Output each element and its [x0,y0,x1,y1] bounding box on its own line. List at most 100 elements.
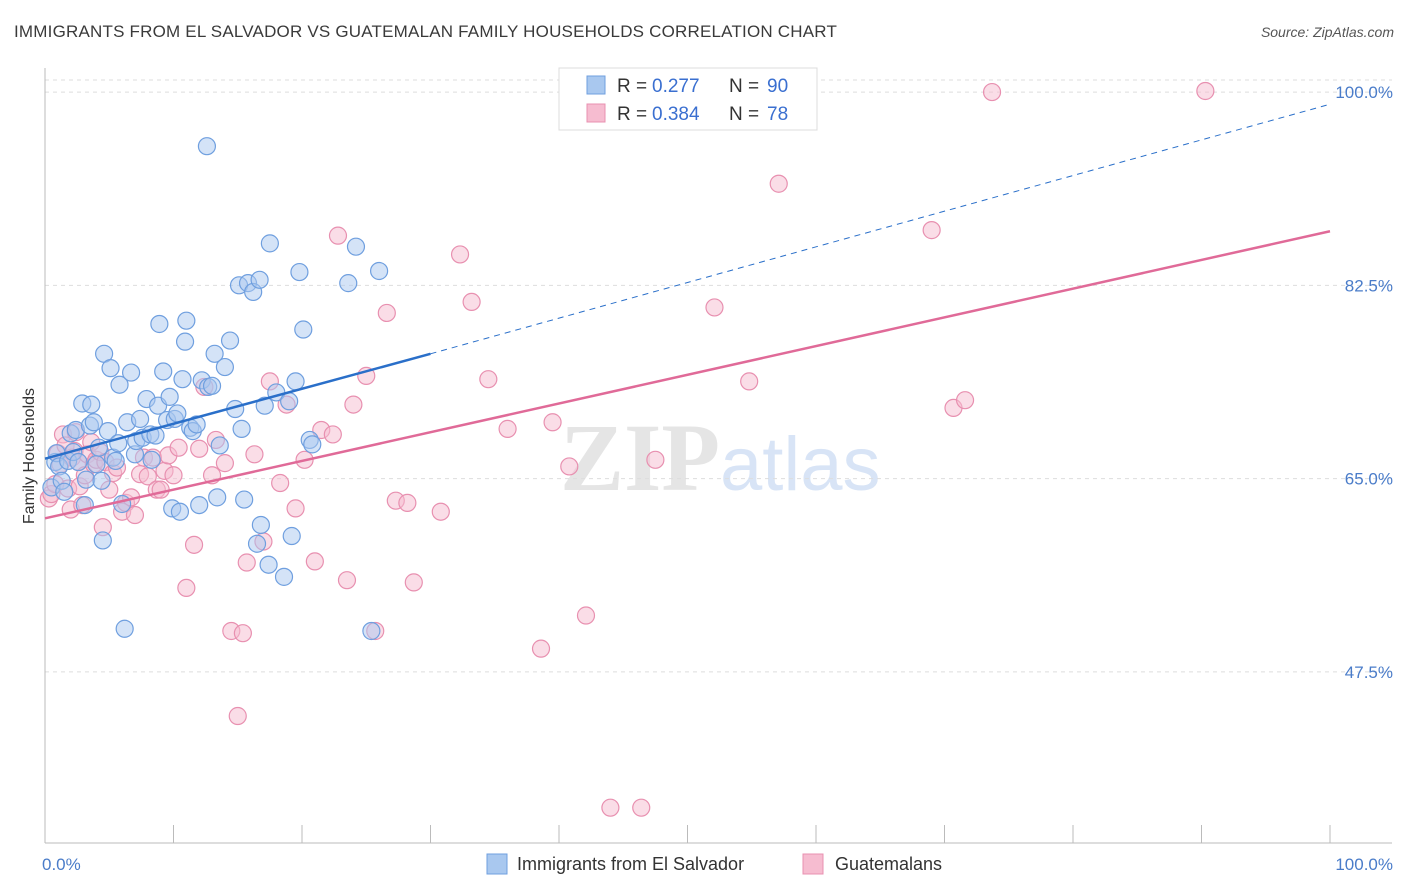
el-salvador-point-23 [101,359,120,378]
el-salvador-point-73 [251,515,270,535]
x-tick-label-1: 100.0% [1335,855,1393,874]
guatemalans-point-39 [169,438,188,457]
legend-pink-r-label: R = [617,104,647,125]
el-salvador-point-42 [154,362,173,381]
el-salvador-point-62 [210,436,229,455]
el-salvador-point-48 [170,502,190,521]
bottom-legend: Immigrants from El Salvador Guatemalans [486,853,942,875]
el-salvador-point-38 [142,450,161,469]
legend-blue-r-label: R = [617,76,647,97]
guatemalans-trendline [44,230,1331,520]
el-salvador-point-68 [235,490,254,509]
legend-blue-n-value: 90 [767,76,788,97]
guatemalans-point-79 [601,798,620,817]
guatemalans-point-42 [190,439,209,458]
guatemalans-point-73 [479,370,498,389]
el-salvador-point-74 [255,396,274,415]
el-salvador-point-63 [215,357,234,377]
guatemalans-point-50 [237,553,256,572]
el-salvador-point-75 [259,555,278,574]
x-tick-label-0: 0.0% [42,855,81,874]
axes [44,68,1392,844]
guatemalans-point-68 [398,493,417,512]
guatemalans-point-76 [543,413,562,432]
guatemalans-point-29 [125,505,145,525]
y-tick-label-0: 47.5% [1345,663,1393,682]
el-salvador-point-49 [173,370,192,389]
guatemalans-point-35 [151,480,170,499]
el-salvador-point-34 [130,409,150,429]
guatemalans-point-49 [233,624,252,643]
el-salvador-point-78 [274,567,294,586]
el-salvador-point-31 [121,363,141,382]
guatemalans-point-63 [344,395,363,414]
guatemalans-point-61 [328,226,348,245]
el-salvador-point-55 [190,495,209,515]
guatemalans-point-72 [462,292,481,311]
el-salvador-point-87 [346,237,366,256]
guatemalans-point-56 [286,499,305,518]
guatemalans-point-82 [705,298,724,317]
watermark-atlas: atlas [720,422,881,507]
legend-blue-swatch [586,75,606,95]
el-salvador-point-25 [106,451,125,471]
guatemalans-point-40 [177,578,196,598]
el-salvador-point-89 [370,261,389,281]
el-salvador-point-20 [93,531,112,550]
guatemalans-point-38 [164,466,183,485]
el-salvador-point-41 [150,314,169,334]
bottom-legend-blue-swatch [486,853,508,875]
el-salvador-point-39 [146,426,165,445]
el-salvador-point-79 [280,392,299,411]
guatemalans-point-58 [305,552,324,571]
y-axis-label: Family Households [21,388,38,524]
guatemalans-point-74 [498,419,517,438]
el-salvador-points [42,137,389,641]
guatemalans-point-70 [431,502,450,521]
legend-blue-r-value: 0.277 [652,76,700,97]
source-label: Source: ZipAtlas.com [1260,24,1394,40]
el-salvador-point-22 [98,422,118,441]
el-salvador-point-71 [247,534,267,553]
guatemalans-point-41 [184,535,204,554]
bottom-legend-blue-label: Immigrants from El Salvador [517,854,744,874]
chart-title: IMMIGRANTS FROM EL SALVADOR VS GUATEMALA… [14,22,838,41]
gridlines [45,79,1392,673]
guatemalans-point-85 [922,221,941,240]
guatemalans-point-77 [560,457,579,476]
el-salvador-point-76 [260,234,279,253]
el-salvador-point-85 [303,435,322,454]
guatemalans-point-78 [576,606,596,625]
el-salvador-point-51 [177,311,196,330]
bottom-legend-pink-swatch [802,853,824,875]
el-salvador-point-59 [202,376,222,395]
guatemalans-point-84 [769,174,788,193]
el-salvador-point-44 [160,387,179,406]
el-salvador-point-86 [339,274,358,293]
guatemalans-point-62 [337,571,357,590]
el-salvador-point-47 [168,404,187,423]
guatemalans-point-83 [740,372,759,391]
el-salvador-point-82 [290,262,309,282]
el-salvador-trendline [44,352,431,460]
el-salvador-trendline-extension [430,103,1331,355]
guatemalans-point-51 [245,445,264,464]
el-salvador-point-88 [362,621,381,641]
y-tick-label-2: 82.5% [1345,276,1393,295]
el-salvador-point-27 [110,375,129,394]
legend-pink-r-value: 0.384 [652,104,700,125]
el-salvador-point-57 [197,137,217,156]
el-salvador-point-72 [250,270,269,289]
guatemalans-point-88 [982,82,1002,102]
el-salvador-point-67 [232,419,251,438]
guatemalans-point-66 [377,303,396,323]
legend-blue-n-label: N = [729,76,759,97]
el-salvador-point-60 [205,344,224,363]
guatemalans-point-80 [632,798,651,817]
bottom-legend-pink-label: Guatemalans [835,854,942,874]
guatemalans-point-87 [955,391,975,410]
el-salvador-point-15 [82,395,101,414]
y-tick-label-1: 65.0% [1345,470,1393,489]
guatemalans-point-54 [271,473,290,493]
